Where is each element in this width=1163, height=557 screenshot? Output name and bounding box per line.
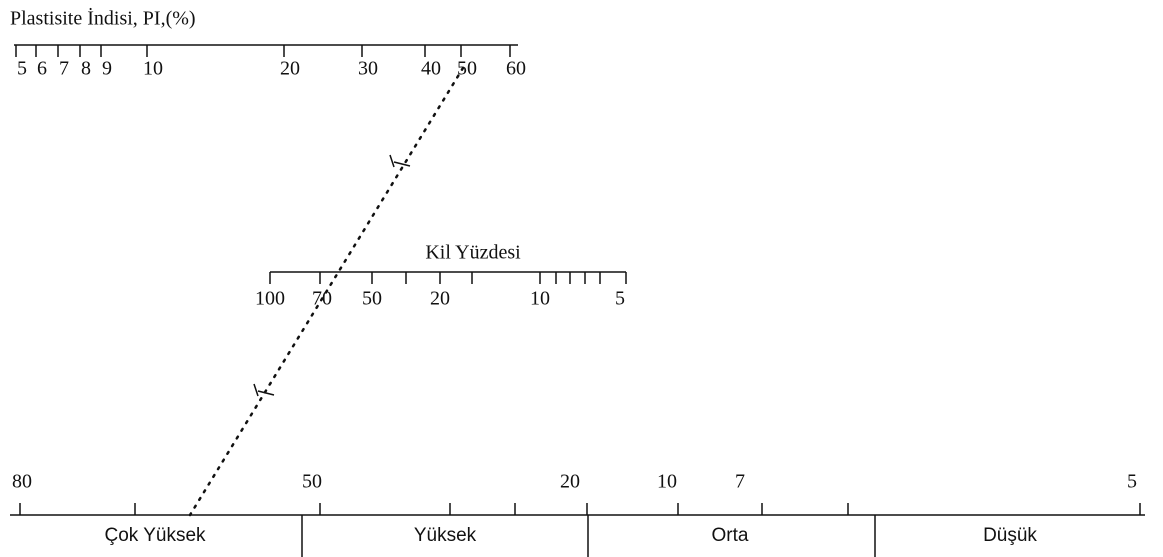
pi-label: 10	[143, 58, 163, 80]
reading-line	[188, 66, 465, 517]
pi-label: 5	[17, 58, 27, 80]
clay-label: 70	[312, 288, 332, 310]
activity-label: 10	[657, 471, 677, 493]
activity-label: 7	[735, 471, 745, 493]
pi-label: 20	[280, 58, 300, 80]
clay-label: 5	[615, 288, 625, 310]
pi-label: 40	[421, 58, 441, 80]
clay-title: Kil Yüzdesi	[425, 242, 521, 264]
activity-label: 50	[302, 471, 322, 493]
pi-label: 60	[506, 58, 526, 80]
pi-label: 30	[358, 58, 378, 80]
pi-label: 6	[37, 58, 47, 80]
cross-mark	[253, 383, 275, 397]
activity-class: Çok Yüksek	[104, 525, 206, 546]
clay-label: 100	[255, 288, 285, 310]
activity-label: 20	[560, 471, 580, 493]
clay-label: 50	[362, 288, 382, 310]
pi-label: 9	[102, 58, 112, 80]
pi-label: 50	[457, 58, 477, 80]
activity-class: Orta	[712, 525, 749, 546]
clay-label: 10	[530, 288, 550, 310]
pi-label: 8	[81, 58, 91, 80]
pi-label: 7	[59, 58, 69, 80]
activity-class: Yüksek	[414, 525, 477, 546]
cross-mark	[389, 154, 411, 168]
pi-title: Plastisite İndisi, PI,(%)	[10, 7, 196, 30]
activity-label: 80	[12, 471, 32, 493]
clay-label: 20	[430, 288, 450, 310]
activity-class: Düşük	[983, 525, 1037, 546]
activity-label: 5	[1127, 471, 1137, 493]
